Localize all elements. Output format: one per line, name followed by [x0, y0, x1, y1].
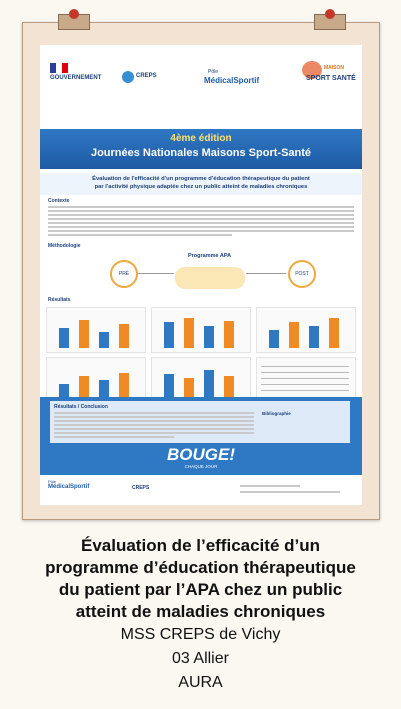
mini-bar: [309, 326, 319, 348]
mini-bar: [329, 318, 339, 348]
banner-sub: CHAQUE JOUR: [184, 464, 218, 469]
post-circle: POST: [288, 260, 316, 288]
mini-bar: [99, 380, 109, 398]
mini-bar: [99, 332, 109, 348]
title-box: [40, 173, 362, 195]
section-title: Résultats: [48, 297, 71, 303]
poster-title: Évaluation de l'efficacité d'un programm…: [92, 176, 310, 182]
text-placeholder: [54, 432, 254, 434]
text-placeholder: [48, 226, 354, 228]
logo-text: CREPS: [132, 485, 150, 491]
section-title: Résultats / Conclusion: [54, 404, 108, 410]
table-row: [261, 378, 349, 379]
header-band: [40, 129, 362, 169]
text-placeholder: [48, 218, 354, 220]
mini-bar: [164, 374, 174, 398]
mini-bar: [119, 324, 129, 348]
table-row: [261, 372, 349, 373]
pre-circle: PRÉ: [110, 260, 138, 288]
text-placeholder: [54, 424, 254, 426]
author-line: [240, 485, 300, 487]
logo-text: GOUVERNEMENT: [50, 75, 102, 81]
mini-bar: [204, 326, 214, 348]
text-placeholder: [54, 420, 254, 422]
mini-bar: [59, 384, 69, 398]
mini-bar: [204, 370, 214, 398]
poster: GOUVERNEMENT CREPS Pôle MédicalSportif M…: [40, 45, 362, 505]
logo-text: SPORT SANTÉ: [306, 75, 356, 82]
text-placeholder: [48, 222, 354, 224]
mini-chart: [151, 357, 251, 403]
section-title: Méthodologie: [48, 243, 81, 249]
program-box: [175, 267, 245, 289]
text-placeholder: [48, 210, 354, 212]
text-placeholder: [54, 436, 174, 438]
mini-bar: [79, 320, 89, 348]
banner: BOUGE!: [167, 445, 235, 464]
table-row: [261, 366, 349, 367]
section-title: Contexte: [48, 198, 70, 204]
table-row: [261, 390, 349, 391]
caption-region: AURA: [178, 674, 223, 691]
creps-icon: [122, 71, 134, 83]
event-title: Journées Nationales Maisons Sport-Santé: [90, 147, 312, 159]
logo-text: Pôle: [48, 479, 57, 484]
mini-bar: [59, 328, 69, 348]
text-placeholder: [48, 214, 354, 216]
mini-chart: [151, 307, 251, 353]
caption-title: du patient par l’APA chez un public: [58, 580, 343, 599]
text-placeholder: [54, 428, 254, 430]
logo-text: MédicalSportif: [48, 484, 90, 490]
caption-title: Évaluation de l’efficacité d’un: [81, 536, 320, 555]
mini-bar: [164, 322, 174, 348]
table-row: [261, 384, 349, 385]
mini-chart: [256, 357, 356, 403]
arrow: [246, 273, 286, 274]
mini-chart: [256, 307, 356, 353]
edition: 4ème édition: [170, 133, 232, 144]
logo-text: CREPS: [136, 73, 157, 79]
mini-bar: [224, 376, 234, 398]
author-line: [240, 491, 340, 493]
text-placeholder: [54, 412, 254, 414]
arrow: [138, 273, 174, 274]
flag: [50, 63, 68, 73]
program-label: Programme APA: [188, 253, 232, 259]
text-placeholder: [48, 206, 354, 208]
mini-bar: [289, 322, 299, 348]
caption-title: programme d’éducation thérapeutique: [45, 558, 356, 577]
logo-text: MAISON: [324, 65, 344, 71]
caption-organization: MSS CREPS de Vichy: [120, 626, 281, 643]
text-placeholder: [48, 234, 232, 236]
mini-bar: [79, 376, 89, 398]
caption-title: atteint de maladies chroniques: [75, 602, 326, 621]
mss-icon: [302, 61, 322, 79]
mini-bar: [224, 321, 234, 348]
mini-chart: [46, 357, 146, 403]
text-placeholder: [48, 230, 354, 232]
poster-title: par l'activité physique adaptée chez un …: [94, 184, 308, 190]
mini-bar: [184, 378, 194, 398]
text-placeholder: [54, 416, 254, 418]
logo-text: Pôle: [208, 69, 219, 75]
charts-area: [46, 307, 356, 415]
mini-bar: [184, 318, 194, 348]
mini-chart: [46, 307, 146, 353]
pin: [314, 9, 346, 30]
pin: [58, 9, 90, 30]
section-title: Bibliographie: [262, 411, 291, 416]
caption-department: 03 Allier: [172, 650, 229, 667]
logo-text: MédicalSportif: [204, 76, 260, 85]
mini-bar: [269, 330, 279, 348]
mini-bar: [119, 373, 129, 398]
